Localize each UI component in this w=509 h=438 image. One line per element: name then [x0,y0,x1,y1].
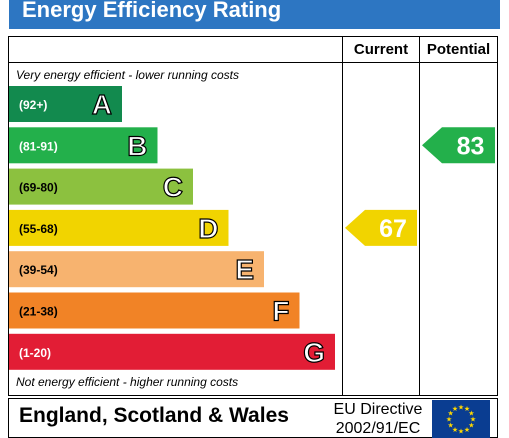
eu-star: ★ [458,404,464,412]
eu-flag-icon: ★ ★ ★ ★ ★ ★ ★ ★ ★ ★ ★ ★ [432,400,490,438]
current-column-header: Current [353,41,409,58]
chart-title: Energy Efficiency Rating [22,0,282,22]
band-g [9,333,335,370]
footer-directive: EU Directive 2002/91/EC [333,401,423,437]
eu-star: ★ [468,410,474,418]
rating-frame [8,36,498,396]
band-range-label: (1-20) [19,346,51,360]
band-range-label: (21-38) [19,305,58,319]
potential-arrow [422,127,495,164]
column-divider-current [342,37,343,395]
band-e [9,251,264,288]
band-letter: F [272,296,289,327]
eu-star: ★ [468,422,474,430]
potential-value: 83 [457,132,485,160]
bottom-note: Not energy efficient - higher running co… [16,375,239,389]
band-d [9,209,229,246]
band-letter: E [235,254,254,285]
band-range-label: (39-54) [19,263,58,277]
current-arrow [345,209,417,246]
eu-star: ★ [447,422,453,430]
band-a [9,86,122,122]
column-divider-potential [419,37,420,395]
band-letter: C [163,172,183,203]
footer-region: England, Scotland & Wales [19,404,289,427]
band-c [9,168,193,205]
eu-star: ★ [447,410,453,418]
eu-star: ★ [452,405,458,413]
eu-star: ★ [464,405,470,413]
band-range-label: (55-68) [19,222,58,236]
header-divider [9,62,497,63]
eu-star: ★ [458,428,464,436]
eu-star: ★ [446,416,452,424]
title-bar: Energy Efficiency Rating [9,0,500,29]
band-letter: B [127,130,147,161]
band-letter: A [92,89,112,120]
band-b [9,127,158,164]
eu-star: ★ [470,416,476,424]
band-letter: D [198,213,218,244]
band-letter: G [303,337,325,368]
top-note: Very energy efficient - lower running co… [16,68,239,82]
band-range-label: (81-91) [19,139,58,153]
band-f [9,292,300,329]
current-value: 67 [379,215,407,243]
band-range-label: (69-80) [19,181,58,195]
eu-stars-icon: ★★★★★★★★★ ★ ★★ [446,404,476,436]
band-range-label: (92+) [19,98,47,112]
potential-column-header: Potential [426,41,491,58]
